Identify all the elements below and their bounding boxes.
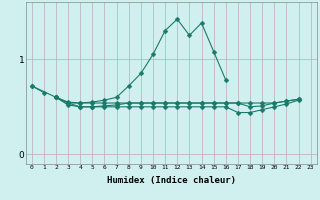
X-axis label: Humidex (Indice chaleur): Humidex (Indice chaleur): [107, 176, 236, 185]
